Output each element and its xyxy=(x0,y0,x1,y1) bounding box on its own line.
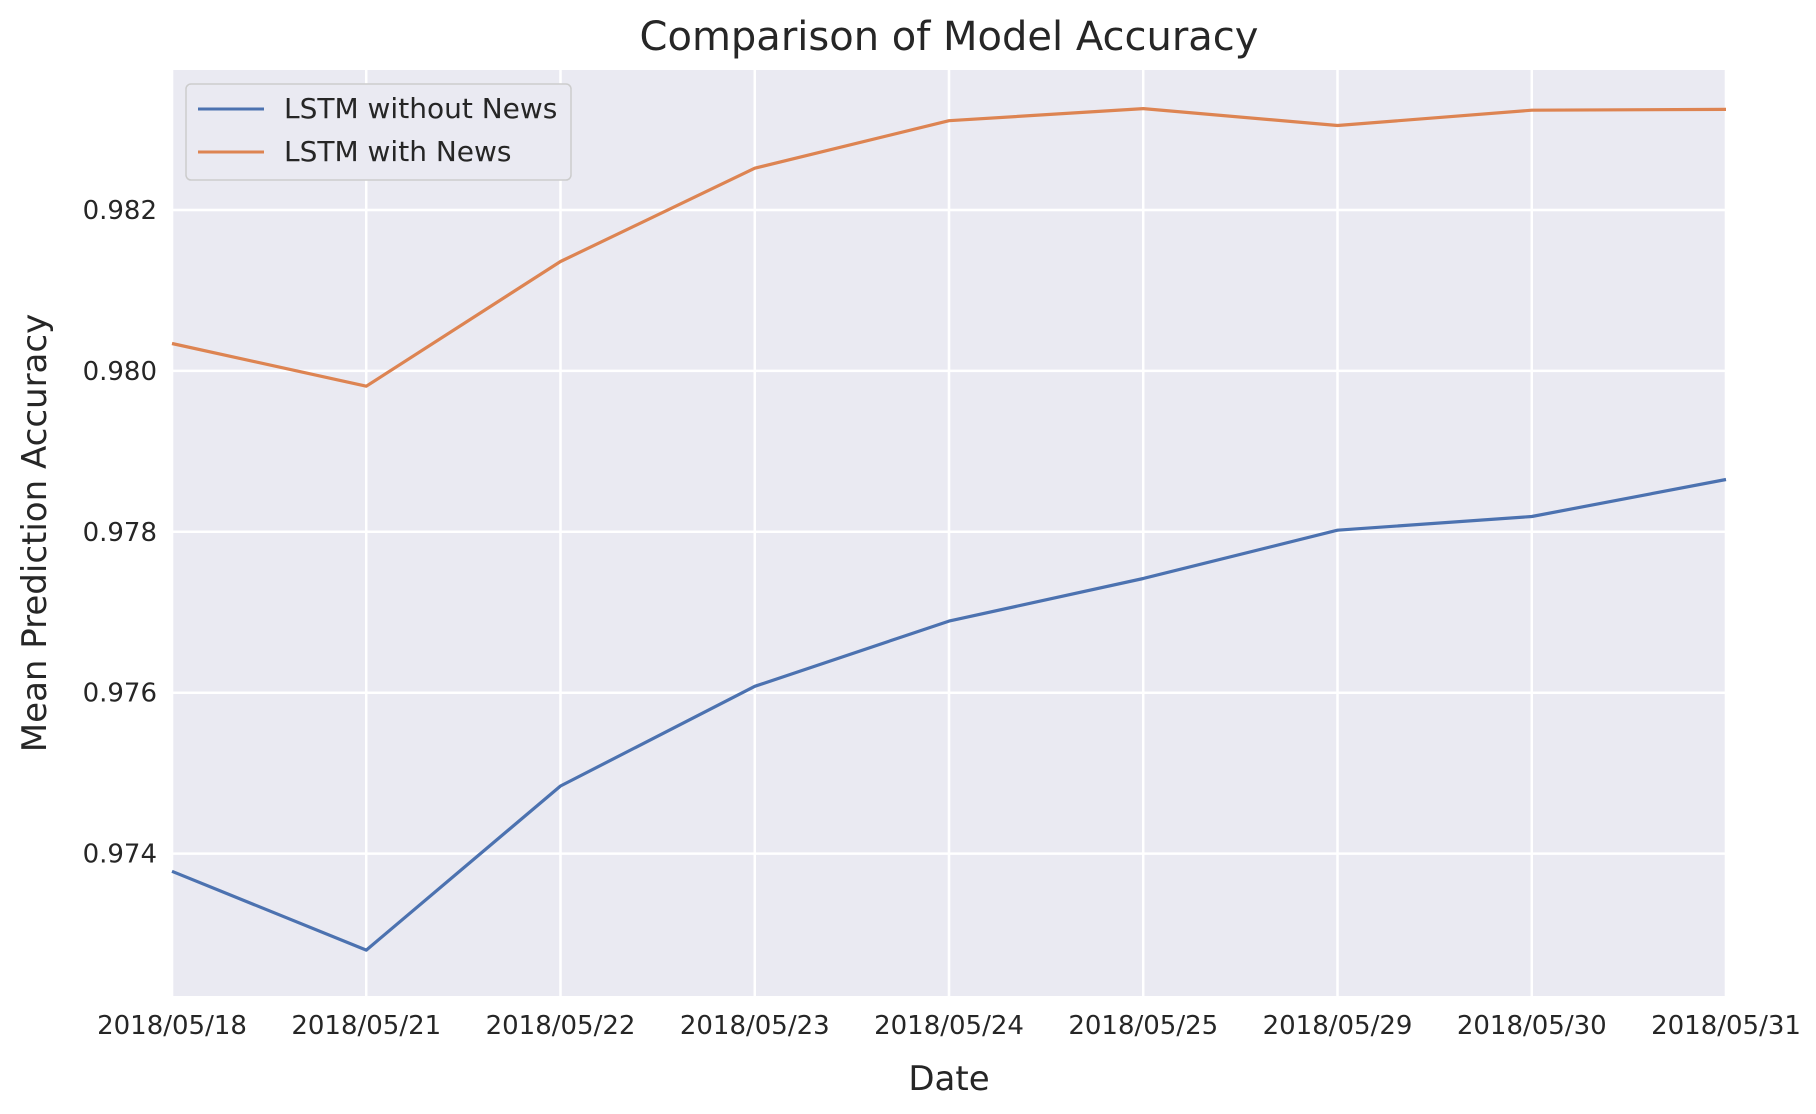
x-tick-label: 2018/05/25 xyxy=(1068,1011,1218,1041)
y-tick-label: 0.980 xyxy=(83,357,157,387)
y-axis-label: Mean Prediction Accuracy xyxy=(15,314,55,752)
y-tick-label: 0.978 xyxy=(83,518,157,548)
x-tick-label: 2018/05/23 xyxy=(680,1011,830,1041)
x-tick-label: 2018/05/30 xyxy=(1457,1011,1607,1041)
grid xyxy=(170,70,1728,996)
legend-box xyxy=(185,83,572,181)
y-tick-label: 0.974 xyxy=(83,840,157,870)
series-line-1 xyxy=(171,106,1727,388)
x-tick-label: 2018/05/24 xyxy=(874,1011,1024,1041)
legend: LSTM without News LSTM with News xyxy=(185,83,572,181)
series-line-0 xyxy=(171,477,1727,952)
legend-label-lstm-without-news: LSTM without News xyxy=(284,92,557,125)
y-tick-labels: 0.974 0.976 0.978 0.980 0.982 xyxy=(83,196,157,870)
x-tick-label: 2018/05/21 xyxy=(291,1011,441,1041)
legend-label-lstm-with-news: LSTM with News xyxy=(284,135,512,168)
chart-title: Comparison of Model Accuracy xyxy=(640,14,1259,60)
x-tick-label: 2018/05/31 xyxy=(1651,1011,1801,1041)
x-axis-label: Date xyxy=(908,1059,989,1099)
x-tick-label: 2018/05/29 xyxy=(1263,1011,1413,1041)
x-tick-label: 2018/05/22 xyxy=(486,1011,636,1041)
x-tick-label: 2018/05/18 xyxy=(97,1011,247,1041)
x-tick-labels: 2018/05/18 2018/05/21 2018/05/22 2018/05/23… xyxy=(97,1011,1801,1041)
y-tick-label: 0.976 xyxy=(83,679,157,709)
y-tick-label: 0.982 xyxy=(83,196,157,226)
series-lines xyxy=(171,106,1727,952)
